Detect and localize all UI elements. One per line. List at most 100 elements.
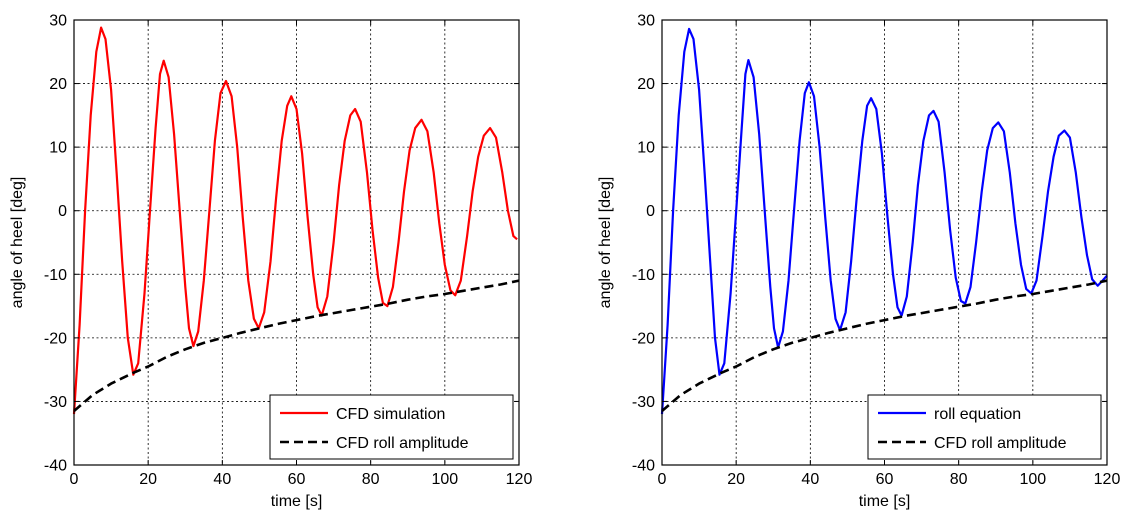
- data-point: [921, 313, 922, 314]
- data-point: [350, 115, 351, 116]
- data-point: [242, 217, 243, 218]
- data-point: [467, 236, 468, 237]
- data-point: [689, 28, 690, 29]
- x-tick-label: 0: [658, 471, 667, 488]
- x-tick-label: 80: [950, 471, 968, 488]
- data-point: [678, 115, 679, 116]
- data-point: [317, 307, 318, 308]
- x-tick-label: 60: [288, 471, 306, 488]
- data-point: [788, 280, 789, 281]
- data-point: [333, 313, 334, 314]
- data-point: [1058, 135, 1059, 136]
- data-point: [684, 51, 685, 52]
- y-tick-label: -30: [632, 394, 655, 411]
- data-point: [237, 147, 238, 148]
- y-tick-label: 10: [49, 140, 67, 157]
- data-point: [862, 140, 863, 141]
- x-tick-label: 60: [876, 471, 894, 488]
- data-point: [270, 261, 271, 262]
- data-point: [835, 318, 836, 319]
- data-point: [490, 128, 491, 129]
- data-point: [699, 89, 700, 90]
- data-point: [955, 277, 956, 278]
- data-point: [79, 325, 80, 326]
- x-tick-label: 0: [70, 471, 79, 488]
- data-point: [693, 39, 694, 40]
- data-point: [281, 140, 282, 141]
- data-point: [912, 242, 913, 243]
- data-point: [220, 93, 221, 94]
- data-point: [463, 290, 464, 291]
- y-tick-label: 0: [58, 203, 67, 220]
- data-point: [513, 236, 514, 237]
- data-point: [923, 140, 924, 141]
- data-point: [360, 121, 361, 122]
- data-point: [291, 96, 292, 97]
- data-point: [851, 261, 852, 262]
- legend-label-1: roll equation: [934, 406, 1021, 423]
- x-tick-label: 40: [801, 471, 819, 488]
- data-point: [144, 293, 145, 294]
- data-point: [998, 122, 999, 123]
- data-point: [736, 366, 737, 367]
- data-point: [421, 119, 422, 120]
- data-point: [159, 73, 160, 74]
- data-point: [958, 306, 959, 307]
- data-point: [721, 372, 722, 373]
- data-point: [944, 172, 945, 173]
- x-axis-label: time [s]: [859, 493, 911, 510]
- data-point: [845, 312, 846, 313]
- data-point: [127, 337, 128, 338]
- data-point: [1081, 217, 1082, 218]
- x-tick-label: 40: [213, 471, 231, 488]
- data-point: [92, 395, 93, 396]
- data-point: [259, 328, 260, 329]
- y-tick-label: 20: [49, 76, 67, 93]
- data-point: [897, 307, 898, 308]
- y-tick-label: -40: [44, 458, 67, 475]
- data-point: [472, 191, 473, 192]
- data-point: [179, 210, 180, 211]
- data-point: [370, 306, 371, 307]
- data-point: [339, 185, 340, 186]
- data-point: [105, 39, 106, 40]
- data-point: [149, 210, 150, 211]
- legend-label-1: CFD simulation: [336, 406, 445, 423]
- legend-box: [269, 394, 514, 460]
- y-tick-label: 30: [637, 13, 655, 30]
- data-point: [296, 320, 297, 321]
- y-tick-label: -40: [632, 458, 655, 475]
- data-point: [1042, 236, 1043, 237]
- data-point: [483, 135, 484, 136]
- data-point: [352, 309, 353, 310]
- data-point: [185, 349, 186, 350]
- legend: CFD simulation CFD roll amplitude: [269, 394, 514, 460]
- data-point: [976, 242, 977, 243]
- data-point: [828, 332, 829, 333]
- x-axis: 0 20 40 60 80 100 120: [658, 20, 1121, 488]
- data-point: [719, 374, 720, 375]
- data-point: [865, 323, 866, 324]
- data-point: [1069, 287, 1070, 288]
- legend-label-2: CFD roll amplitude: [934, 435, 1067, 452]
- data-point: [906, 315, 907, 316]
- data-point: [680, 395, 681, 396]
- data-point: [773, 328, 774, 329]
- data-point: [389, 303, 390, 304]
- data-point: [344, 140, 345, 141]
- data-point: [403, 191, 404, 192]
- data-point: [433, 172, 434, 173]
- data-point: [856, 197, 857, 198]
- data-point: [940, 309, 941, 310]
- data-point: [933, 110, 934, 111]
- data-point: [101, 27, 102, 28]
- x-tick-label: 120: [1094, 471, 1121, 488]
- y-tick-label: 20: [637, 76, 655, 93]
- data-point: [770, 286, 771, 287]
- data-point: [478, 156, 479, 157]
- data-point: [313, 274, 314, 275]
- data-point: [965, 303, 966, 304]
- y-tick-label: -20: [44, 330, 67, 347]
- data-point: [168, 77, 169, 78]
- data-point: [392, 286, 393, 287]
